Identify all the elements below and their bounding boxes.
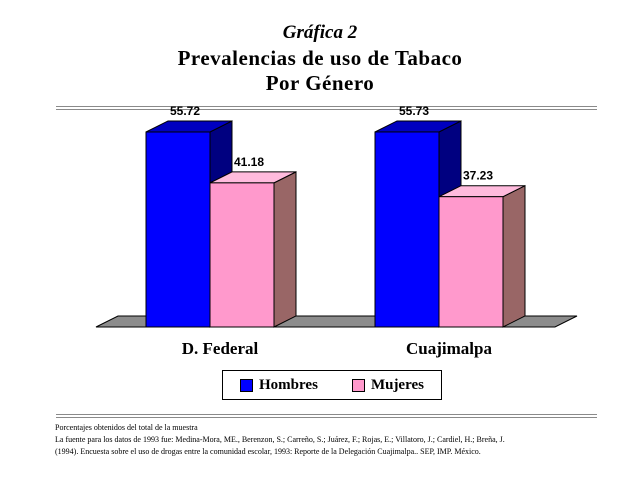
category-label-1: Cuajimalpa	[406, 339, 492, 358]
chart-title-line2: Por Género	[265, 71, 375, 95]
bar-hombres-0	[145, 131, 211, 328]
top-divider	[56, 106, 597, 110]
bar-mujeres-0	[209, 182, 275, 328]
data-label-hombres-0: 55.72	[170, 104, 200, 118]
bottom-divider	[56, 414, 597, 418]
legend-item-hombres: Hombres	[240, 377, 318, 394]
notes-line-1: Porcentajes obtenidos del total de la mu…	[55, 423, 198, 432]
bar-hombres-1	[374, 131, 440, 328]
bar-side-mujeres-1	[502, 184, 526, 328]
legend-label-mujeres: Mujeres	[370, 376, 424, 393]
notes-line-2: La fuente para los datos de 1993 fue: Me…	[55, 435, 505, 444]
data-label-mujeres-1: 37.23	[463, 169, 493, 183]
source-notes: Porcentajes obtenidos del total de la mu…	[55, 422, 615, 458]
legend-swatch-hombres	[240, 378, 254, 392]
chart-supertitle: Gráfica 2	[282, 22, 358, 43]
bar-mujeres-1	[438, 196, 504, 328]
chart-labels: 55.72 41.18 D. Federal 55.73 37.23 Cuajimalpa	[170, 104, 493, 358]
chart-title: Prevalencias de uso de Tabaco Por Género	[0, 46, 640, 96]
legend-swatch-mujeres	[351, 378, 365, 392]
bar-side-mujeres-0	[273, 171, 297, 328]
data-label-mujeres-0: 41.18	[234, 155, 264, 169]
legend-item-mujeres: Mujeres	[351, 376, 424, 394]
legend-label-hombres: Hombres	[259, 376, 318, 393]
notes-line-3: (1994). Encuesta sobre el uso de drogas …	[55, 447, 481, 456]
chart-bars	[145, 120, 526, 328]
data-label-hombres-1: 55.73	[399, 104, 429, 118]
category-label-0: D. Federal	[182, 339, 259, 358]
chart-title-line1: Prevalencias de uso de Tabaco	[177, 46, 463, 70]
chart-legend: Hombres Mujeres	[222, 370, 442, 400]
